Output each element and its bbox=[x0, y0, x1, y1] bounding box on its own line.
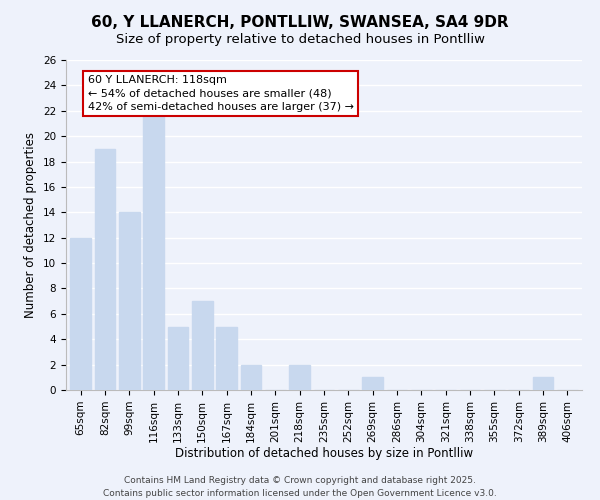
Text: Size of property relative to detached houses in Pontlliw: Size of property relative to detached ho… bbox=[115, 32, 485, 46]
Bar bbox=[119, 212, 140, 390]
Bar bbox=[70, 238, 91, 390]
Y-axis label: Number of detached properties: Number of detached properties bbox=[25, 132, 37, 318]
Bar bbox=[216, 326, 237, 390]
Bar bbox=[95, 149, 115, 390]
X-axis label: Distribution of detached houses by size in Pontlliw: Distribution of detached houses by size … bbox=[175, 448, 473, 460]
Bar bbox=[143, 111, 164, 390]
Bar bbox=[533, 378, 553, 390]
Bar bbox=[241, 364, 262, 390]
Text: 60, Y LLANERCH, PONTLLIW, SWANSEA, SA4 9DR: 60, Y LLANERCH, PONTLLIW, SWANSEA, SA4 9… bbox=[91, 15, 509, 30]
Bar bbox=[192, 301, 212, 390]
Text: 60 Y LLANERCH: 118sqm
← 54% of detached houses are smaller (48)
42% of semi-deta: 60 Y LLANERCH: 118sqm ← 54% of detached … bbox=[88, 75, 354, 112]
Text: Contains HM Land Registry data © Crown copyright and database right 2025.
Contai: Contains HM Land Registry data © Crown c… bbox=[103, 476, 497, 498]
Bar bbox=[289, 364, 310, 390]
Bar bbox=[362, 378, 383, 390]
Bar bbox=[167, 326, 188, 390]
